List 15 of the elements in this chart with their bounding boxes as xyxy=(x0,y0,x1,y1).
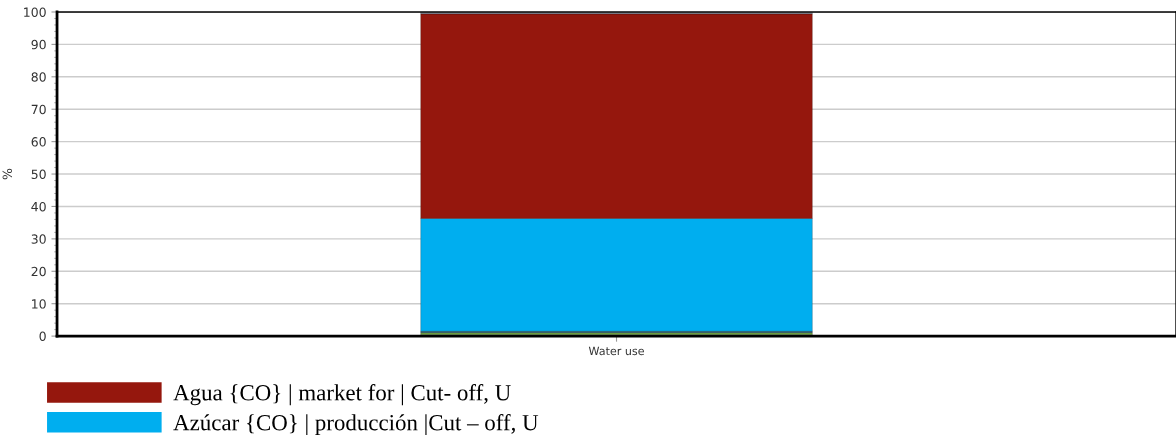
y-axis-title: % xyxy=(2,168,12,180)
y-tick-label: 80 xyxy=(31,72,46,82)
y-tick-label: 100 xyxy=(24,7,46,17)
x-tick-label: Water use xyxy=(588,346,644,356)
y-tick-label: 70 xyxy=(31,104,46,115)
y-tick-label: 0 xyxy=(39,331,46,342)
legend-label: Agua {CO} | market for | Cut- off, U xyxy=(173,384,511,406)
y-tick-label: 60 xyxy=(31,137,46,147)
y-tick-label: 50 xyxy=(31,169,46,179)
y-tick-label: 30 xyxy=(31,234,46,244)
y-tick-label: 40 xyxy=(31,201,46,212)
y-tick-label: 20 xyxy=(31,266,46,277)
y-tick-label: 10 xyxy=(32,299,46,309)
legend-label: Azúcar {CO} | producción |Cut – off, U xyxy=(173,414,539,436)
y-tick-label: 90 xyxy=(31,39,46,50)
